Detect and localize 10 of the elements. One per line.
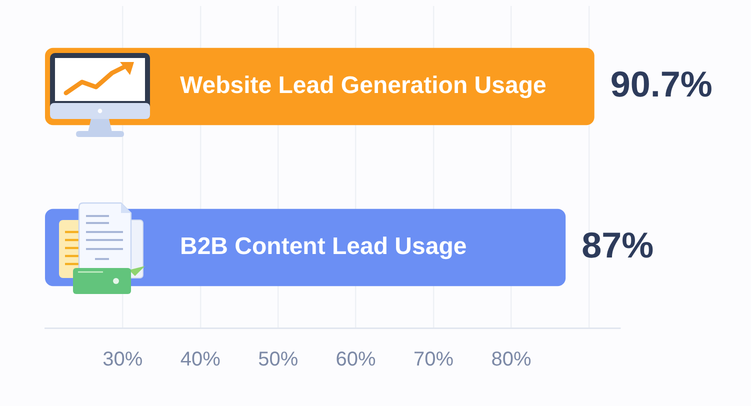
- x-tick-label: 50%: [258, 348, 298, 371]
- data-label: 87%: [582, 224, 654, 266]
- x-tick-label: 40%: [180, 348, 221, 371]
- data-label: 90.7%: [610, 63, 712, 104]
- x-tick-label: 70%: [414, 348, 454, 371]
- x-tick-label: 60%: [336, 348, 376, 371]
- y-tick-label: B2B Content Lead Usage: [180, 233, 467, 260]
- x-tick-label: 80%: [491, 348, 532, 371]
- x-tick-label: 30%: [102, 348, 143, 371]
- y-tick-label: Website Lead Generation Usage: [180, 72, 546, 100]
